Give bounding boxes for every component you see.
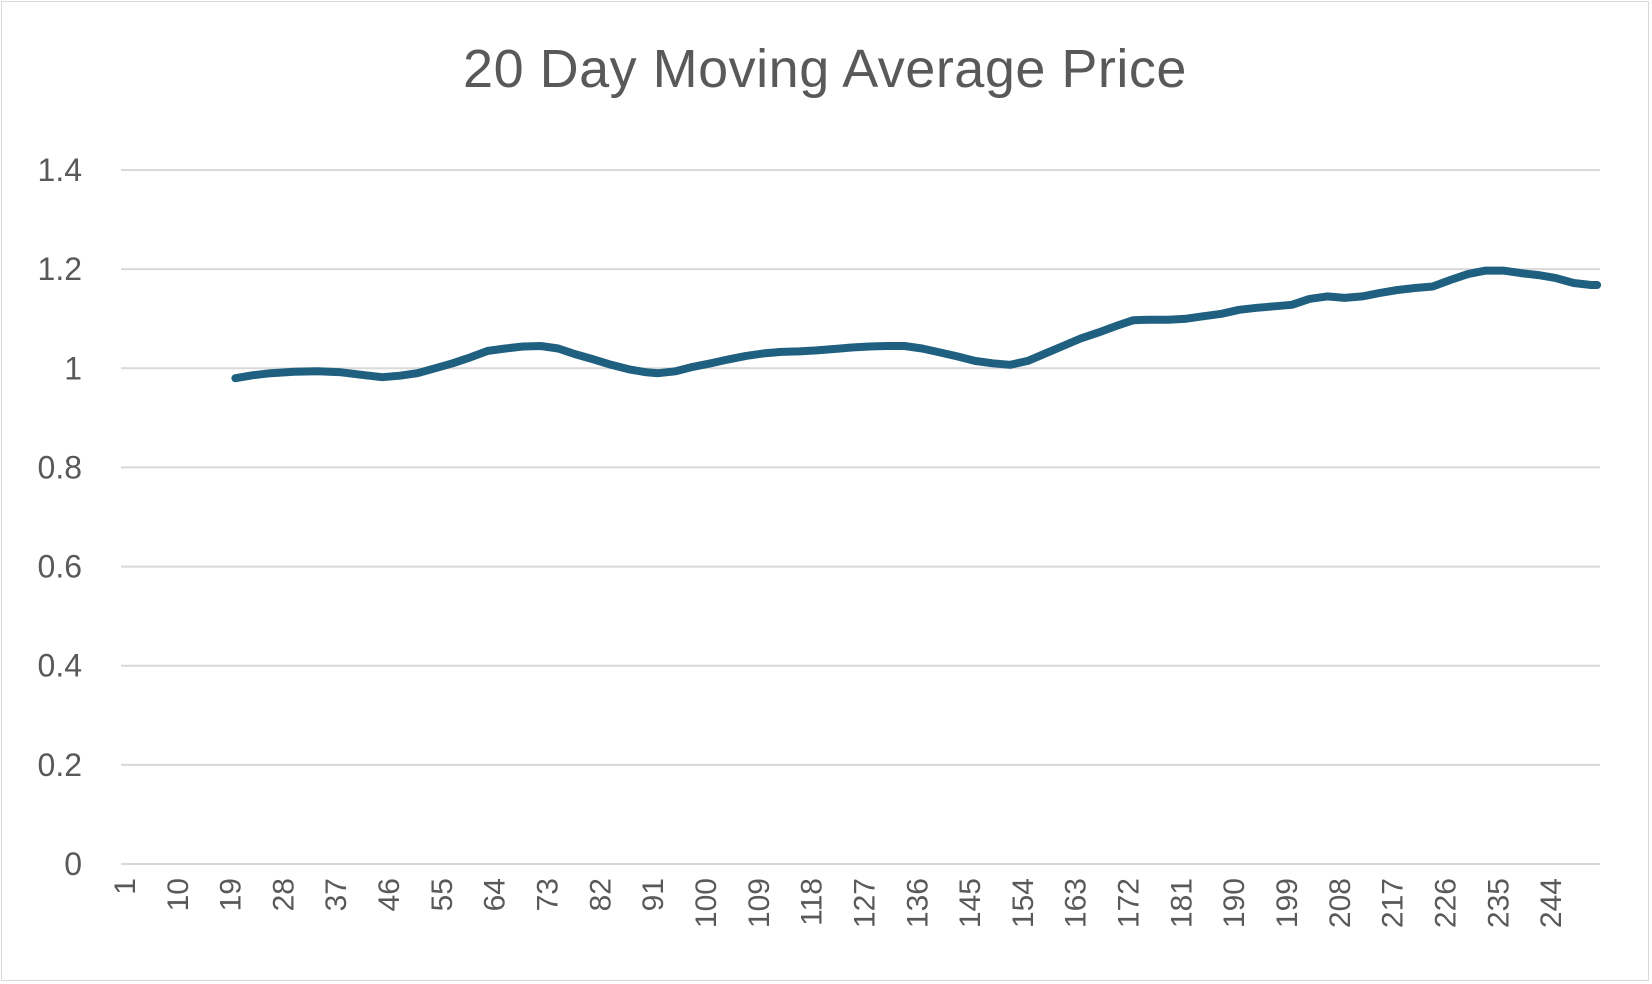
x-tick-label: 226 — [1429, 878, 1462, 928]
series-line-0 — [231, 266, 1602, 383]
chart-title: 20 Day Moving Average Price — [463, 39, 1187, 99]
x-tick-label: 244 — [1535, 878, 1568, 928]
x-tick-label: 145 — [954, 878, 987, 928]
y-axis-tick-labels: 0 0.2 0.4 0.6 0.8 1 1.2 1.4 — [38, 152, 82, 882]
x-tick-label: 46 — [373, 878, 406, 911]
y-tick-label: 1 — [64, 350, 82, 386]
x-tick-label: 127 — [848, 878, 881, 928]
x-tick-label: 1 — [109, 878, 142, 895]
x-tick-label: 172 — [1113, 878, 1146, 928]
x-tick-label: 28 — [267, 878, 300, 911]
x-tick-label: 118 — [796, 878, 829, 926]
x-tick-label: 19 — [215, 878, 248, 911]
gridlines — [121, 169, 1600, 865]
x-tick-label: 73 — [532, 878, 565, 911]
y-tick-label: 0.6 — [38, 549, 82, 585]
y-tick-label: 1.4 — [38, 152, 82, 188]
x-tick-label: 37 — [320, 878, 353, 911]
y-tick-label: 0.4 — [38, 648, 82, 684]
x-axis-tick-labels: 1 10 19 28 37 46 55 64 73 82 91 100 109 118 127 136 145 1… — [109, 878, 1568, 928]
y-tick-label: 0.2 — [38, 747, 82, 783]
x-tick-label: 163 — [1060, 878, 1093, 928]
x-tick-label: 100 — [690, 878, 723, 928]
x-tick-label: 136 — [901, 878, 934, 928]
x-tick-label: 190 — [1218, 878, 1251, 928]
x-tick-label: 181 — [1165, 878, 1198, 928]
x-tick-label: 208 — [1324, 878, 1357, 928]
x-tick-label: 10 — [162, 878, 195, 911]
x-tick-label: 235 — [1482, 878, 1515, 928]
x-tick-label: 55 — [426, 878, 459, 911]
y-tick-label: 0.8 — [38, 449, 82, 485]
x-tick-label: 217 — [1377, 878, 1410, 928]
x-tick-label: 91 — [637, 878, 670, 911]
x-tick-label: 64 — [479, 878, 512, 911]
x-tick-label: 199 — [1271, 878, 1304, 928]
series-layer — [231, 266, 1602, 383]
x-tick-label: 109 — [743, 878, 776, 928]
x-tick-label: 154 — [1007, 878, 1040, 928]
x-tick-label: 82 — [584, 878, 617, 911]
y-tick-label: 0 — [64, 846, 82, 882]
y-tick-label: 1.2 — [38, 251, 82, 287]
